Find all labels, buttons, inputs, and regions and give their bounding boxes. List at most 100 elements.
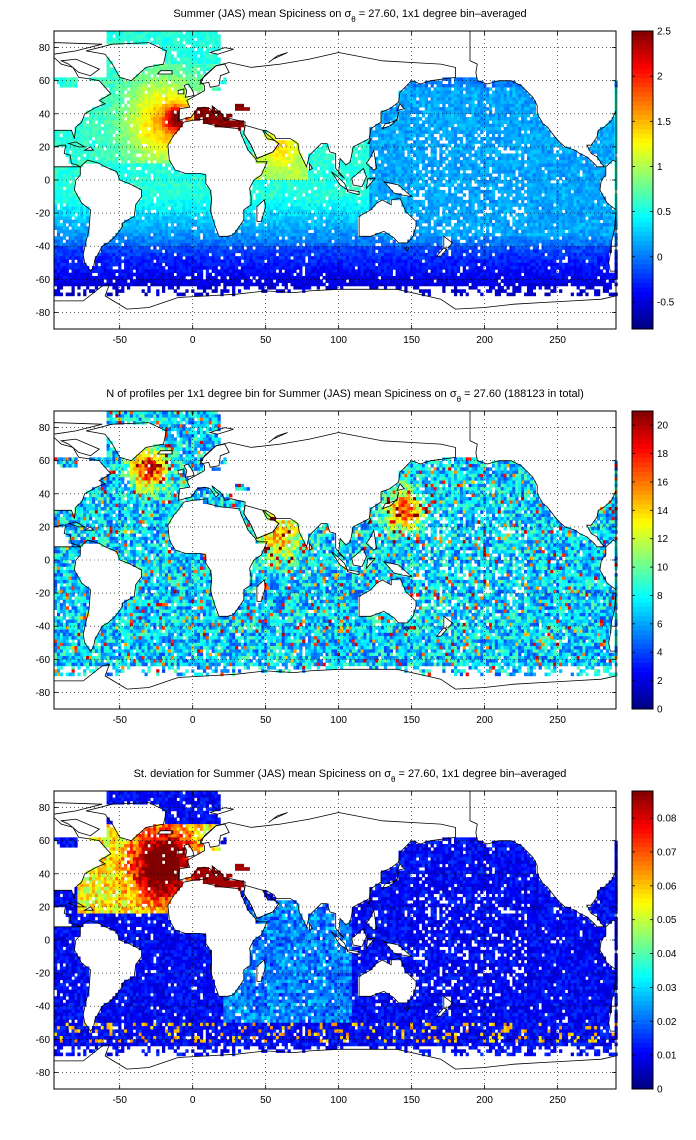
heatmap-cell — [605, 146, 609, 151]
heatmap-cell — [150, 87, 154, 91]
heatmap-cell — [515, 176, 519, 181]
heatmap-cell — [112, 40, 116, 45]
heatmap-cell — [357, 209, 361, 214]
heatmap-cell — [71, 170, 75, 174]
heatmap-cell — [538, 130, 542, 134]
heatmap-cell — [115, 74, 119, 78]
heatmap-cell — [456, 113, 461, 118]
heatmap-cell — [62, 173, 66, 177]
heatmap-cell — [550, 153, 554, 158]
heatmap-cell — [547, 146, 551, 151]
heatmap-cell — [328, 180, 332, 184]
heatmap-cell — [162, 183, 166, 187]
heatmap-cell — [252, 189, 256, 194]
heatmap-cell — [489, 173, 493, 177]
heatmap-cell — [398, 143, 402, 148]
heatmap-cell — [424, 153, 428, 158]
heatmap-cell — [360, 199, 364, 204]
heatmap-cell — [500, 193, 504, 197]
heatmap-cell — [202, 196, 207, 201]
heatmap-cell — [512, 97, 516, 101]
heatmap-cell — [518, 140, 522, 144]
heatmap-cell — [465, 209, 469, 214]
heatmap-cell — [354, 166, 358, 171]
heatmap-cell — [529, 143, 534, 148]
heatmap-cell — [202, 216, 207, 221]
heatmap-cell — [278, 153, 283, 158]
heatmap-cell — [86, 143, 90, 148]
heatmap-cell — [410, 130, 414, 134]
heatmap-cell — [594, 189, 598, 194]
heatmap-cell — [162, 103, 166, 108]
heatmap-cell — [319, 150, 323, 154]
heatmap-cell — [389, 110, 393, 115]
heatmap-cell — [480, 170, 484, 174]
heatmap-cell — [132, 183, 137, 187]
heatmap-cell — [424, 183, 428, 187]
heatmap-cell — [153, 74, 157, 78]
heatmap-cell — [380, 173, 385, 177]
heatmap-cell — [62, 216, 66, 221]
heatmap-cell — [319, 170, 323, 174]
heatmap-cell — [170, 189, 174, 194]
heatmap-cell — [395, 103, 399, 108]
heatmap-cell — [299, 189, 303, 194]
heatmap-cell — [360, 206, 364, 211]
heatmap-cell — [512, 146, 516, 151]
heatmap-cell — [112, 156, 116, 161]
heatmap-cell — [54, 133, 58, 138]
heatmap-cell — [185, 31, 189, 35]
heatmap-cell — [512, 156, 516, 161]
heatmap-cell — [407, 130, 411, 134]
heatmap-cell — [176, 110, 180, 115]
heatmap-cell — [559, 173, 563, 177]
heatmap-cell — [561, 160, 566, 164]
heatmap-cell — [138, 110, 142, 115]
heatmap-cell — [167, 176, 172, 181]
heatmap-cell — [159, 44, 163, 48]
heatmap-cell — [439, 100, 443, 105]
heatmap-cell — [132, 160, 137, 164]
heatmap-cell — [489, 160, 493, 164]
heatmap-cell — [526, 133, 531, 138]
heatmap-cell — [404, 103, 408, 108]
heatmap-cell — [389, 150, 393, 154]
heatmap-cell — [453, 150, 458, 154]
heatmap-cell — [185, 37, 189, 42]
heatmap-cell — [360, 189, 364, 194]
heatmap-cell — [518, 120, 522, 125]
heatmap-cell — [474, 196, 478, 201]
heatmap-cell — [544, 146, 548, 151]
heatmap-cell — [194, 173, 198, 177]
heatmap-cell — [89, 150, 93, 154]
heatmap-cell — [407, 160, 411, 164]
heatmap-cell — [264, 180, 268, 184]
heatmap-cell — [307, 156, 312, 161]
heatmap-cell — [588, 189, 592, 194]
heatmap-cell — [497, 80, 501, 85]
heatmap-cell — [453, 90, 458, 95]
heatmap-cell — [462, 170, 466, 174]
heatmap-cell — [54, 173, 58, 177]
heatmap-cell — [462, 77, 466, 81]
heatmap-cell — [188, 199, 192, 204]
heatmap-cell — [424, 136, 428, 141]
heatmap-cell — [526, 127, 531, 131]
heatmap-cell — [465, 136, 469, 141]
heatmap-cell — [202, 50, 207, 55]
heatmap-cell — [302, 183, 306, 187]
heatmap-cell — [197, 203, 201, 207]
heatmap-cell — [302, 173, 306, 177]
heatmap-cell — [144, 37, 148, 42]
heatmap-cell — [129, 176, 134, 181]
heatmap-cell — [176, 103, 180, 108]
heatmap-cell — [296, 203, 300, 207]
heatmap-cell — [147, 196, 151, 201]
heatmap-cell — [585, 209, 589, 214]
heatmap-cell — [506, 163, 510, 168]
heatmap-cell — [296, 196, 300, 201]
heatmap-cell — [252, 153, 256, 158]
heatmap-cell — [404, 120, 408, 125]
heatmap-cell — [173, 193, 177, 197]
heatmap-cell — [80, 123, 84, 128]
